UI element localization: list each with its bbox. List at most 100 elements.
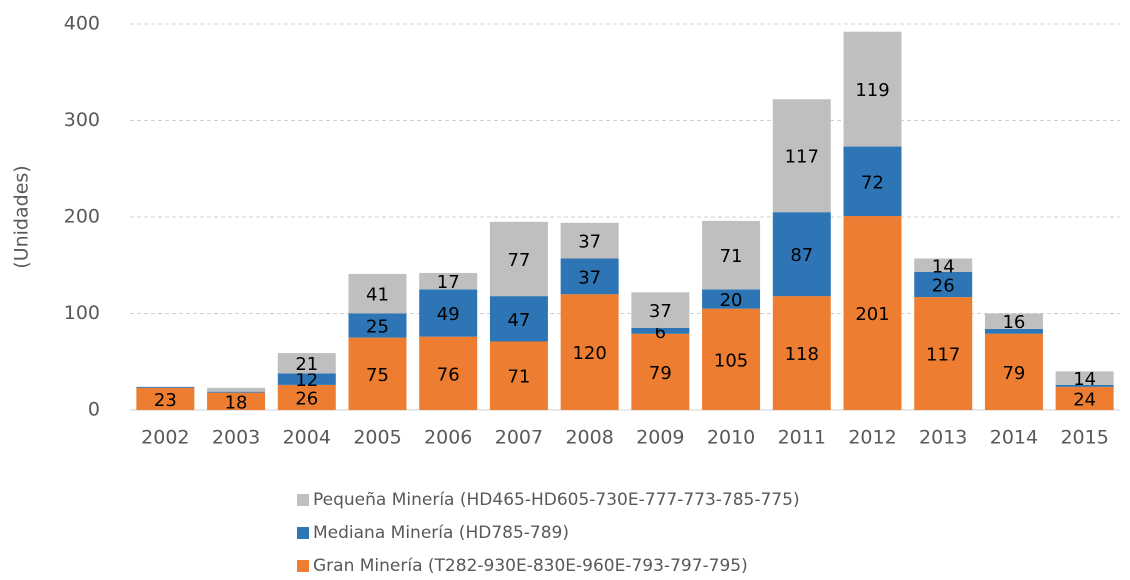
bar-segment	[1055, 371, 1114, 385]
data-label: 20	[720, 290, 743, 311]
data-label: 14	[932, 256, 955, 277]
data-label: 6	[655, 322, 666, 343]
legend-label: Mediana Minería (HD785-789)	[313, 523, 569, 543]
bar-segment	[984, 313, 1043, 329]
y-tick-label: 400	[64, 13, 100, 35]
x-tick-label: 2008	[565, 427, 613, 449]
data-label: 87	[790, 245, 813, 266]
y-tick-label: 0	[88, 399, 100, 421]
bar-segment	[136, 386, 195, 388]
bar-segment	[843, 146, 902, 217]
bar-segment	[631, 292, 690, 328]
bar-segment	[348, 273, 407, 314]
legend-swatch	[297, 560, 309, 572]
y-tick-label: 200	[64, 206, 100, 228]
bar-segment	[984, 333, 1043, 410]
data-label: 17	[437, 272, 460, 293]
data-label: 119	[855, 80, 889, 101]
bar-segment	[277, 353, 336, 374]
legend-label: Gran Minería (T282-930E-830E-960E-793-79…	[313, 556, 748, 576]
bar-segment	[702, 289, 761, 309]
bar-segment	[277, 373, 336, 385]
bar-segment	[489, 341, 548, 410]
bar-segment	[348, 313, 407, 338]
data-label: 23	[154, 390, 177, 411]
data-label: 16	[1002, 312, 1025, 333]
bar-segment	[984, 328, 1043, 334]
legend-swatch	[297, 494, 309, 506]
data-label: 14	[1073, 369, 1096, 390]
data-label: 18	[225, 392, 248, 413]
x-tick-label: 2003	[212, 427, 260, 449]
data-label: 201	[855, 304, 889, 325]
bar-segment	[914, 272, 973, 298]
x-tick-label: 2014	[990, 427, 1038, 449]
data-label: 120	[572, 343, 606, 364]
bar-segment	[560, 294, 619, 410]
x-tick-label: 2009	[636, 427, 684, 449]
data-label: 21	[295, 354, 318, 375]
bar-segment	[914, 297, 973, 410]
data-label: 118	[785, 344, 819, 365]
x-tick-label: 2002	[141, 427, 189, 449]
data-label: 105	[714, 350, 748, 371]
legend-label: Pequeña Minería (HD465-HD605-730E-777-77…	[313, 490, 800, 510]
data-label: 37	[649, 301, 672, 322]
bar-segment	[772, 296, 831, 410]
data-label: 49	[437, 304, 460, 325]
bar-segment	[843, 216, 902, 410]
x-tick-label: 2006	[424, 427, 472, 449]
bar-segment	[843, 31, 902, 147]
bar-segment	[631, 333, 690, 410]
data-label: 77	[507, 250, 530, 271]
bar-segment	[207, 387, 266, 392]
data-label: 37	[578, 267, 601, 288]
data-label: 71	[507, 367, 530, 388]
legend-swatch	[297, 527, 309, 539]
bar-segment	[631, 327, 690, 334]
x-tick-label: 2010	[707, 427, 755, 449]
data-label: 71	[720, 246, 743, 267]
bar-segment	[702, 220, 761, 290]
data-label: 26	[932, 276, 955, 297]
bar-segment	[560, 222, 619, 259]
x-tick-label: 2012	[848, 427, 896, 449]
bar-segment	[419, 272, 478, 290]
data-label: 24	[1073, 389, 1096, 410]
bar-segment	[207, 391, 266, 393]
bar-segment	[277, 384, 336, 410]
bar-segment	[772, 212, 831, 297]
data-label: 79	[1002, 363, 1025, 384]
data-label: 117	[926, 345, 960, 366]
y-tick-label: 300	[64, 109, 100, 131]
x-tick-label: 2005	[353, 427, 401, 449]
bar-segment	[419, 336, 478, 410]
x-tick-label: 2007	[495, 427, 543, 449]
y-axis-label: (Unidades)	[11, 165, 33, 268]
bar-segment	[560, 258, 619, 295]
data-label: 37	[578, 232, 601, 253]
bar-segment	[1055, 386, 1114, 410]
y-tick-label: 100	[64, 302, 100, 324]
bar-segment	[489, 296, 548, 342]
x-tick-label: 2013	[919, 427, 967, 449]
bar-segment	[207, 392, 266, 410]
bar-segment	[489, 221, 548, 297]
bar-segment	[702, 308, 761, 410]
bar-segment	[348, 337, 407, 410]
data-label: 41	[366, 285, 389, 306]
data-label: 26	[295, 388, 318, 409]
bar-segment	[914, 258, 973, 273]
bar-segment	[1055, 384, 1114, 387]
bar-segment	[772, 99, 831, 213]
data-label: 12	[295, 370, 318, 391]
data-label: 117	[785, 147, 819, 168]
x-tick-label: 2011	[778, 427, 826, 449]
data-label: 72	[861, 172, 884, 193]
x-tick-label: 2004	[283, 427, 331, 449]
bar-segment	[419, 289, 478, 337]
data-label: 25	[366, 317, 389, 338]
data-label: 76	[437, 364, 460, 385]
data-label: 47	[507, 310, 530, 331]
